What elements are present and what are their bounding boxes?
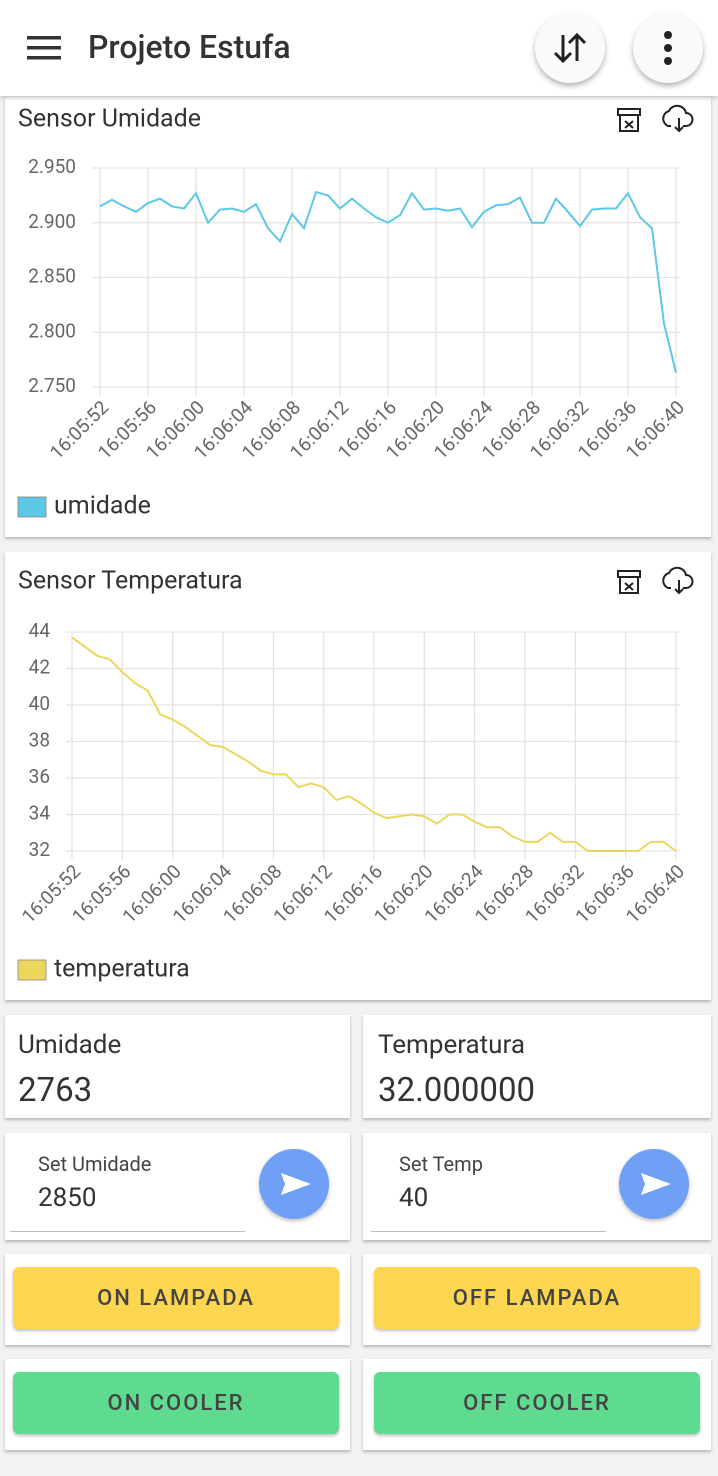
input-value[interactable]: 40 — [399, 1183, 429, 1213]
setpoint-card: Set Umidade 2850 — [5, 1133, 350, 1240]
input-value[interactable]: 2850 — [38, 1183, 97, 1213]
chart-card — [5, 97, 711, 537]
button-card: ON COOLER — [5, 1359, 350, 1450]
more-button[interactable] — [633, 13, 703, 83]
reading-value: 2763 — [18, 1071, 93, 1110]
setpoint-card: Set Temp 40 — [363, 1133, 711, 1240]
button-card: OFF LAMPADA — [363, 1254, 711, 1345]
reading-label: Umidade — [18, 1030, 122, 1060]
reading-value: 32.000000 — [378, 1071, 536, 1110]
send-button[interactable] — [259, 1149, 329, 1219]
input-label: Set Temp — [399, 1152, 483, 1176]
reading-card: Umidade 2763 — [5, 1015, 350, 1118]
reading-label: Temperatura — [378, 1030, 525, 1060]
app-bar: Projeto Estufa — [0, 0, 718, 96]
chart-card — [5, 552, 711, 1000]
on-lamp-button[interactable]: ON LAMPADA — [13, 1267, 339, 1329]
off-cooler-button[interactable]: OFF COOLER — [374, 1372, 700, 1434]
button-card: OFF COOLER — [363, 1359, 711, 1450]
app-title: Projeto Estufa — [88, 28, 291, 66]
sort-button[interactable] — [535, 13, 605, 83]
button-card: ON LAMPADA — [5, 1254, 350, 1345]
off-lamp-button[interactable]: OFF LAMPADA — [374, 1267, 700, 1329]
input-label: Set Umidade — [38, 1152, 152, 1176]
reading-card: Temperatura 32.000000 — [363, 1015, 711, 1118]
menu-button[interactable] — [27, 36, 61, 60]
send-button[interactable] — [619, 1149, 689, 1219]
input-underline — [371, 1231, 606, 1232]
on-cooler-button[interactable]: ON COOLER — [13, 1372, 339, 1434]
input-underline — [10, 1231, 245, 1232]
